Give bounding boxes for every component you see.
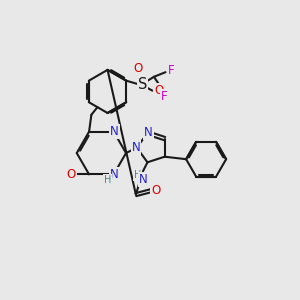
Text: N: N (110, 125, 119, 138)
Text: N: N (144, 126, 153, 139)
Text: N: N (139, 173, 148, 186)
Text: F: F (168, 64, 175, 77)
Text: H: H (104, 175, 111, 185)
Text: O: O (154, 84, 163, 97)
Text: S: S (138, 77, 147, 92)
Text: O: O (151, 184, 160, 197)
Text: O: O (67, 168, 76, 181)
Text: H: H (134, 170, 141, 180)
Text: N: N (132, 141, 140, 154)
Text: F: F (160, 90, 167, 103)
Text: O: O (133, 62, 142, 75)
Text: N: N (110, 168, 119, 181)
